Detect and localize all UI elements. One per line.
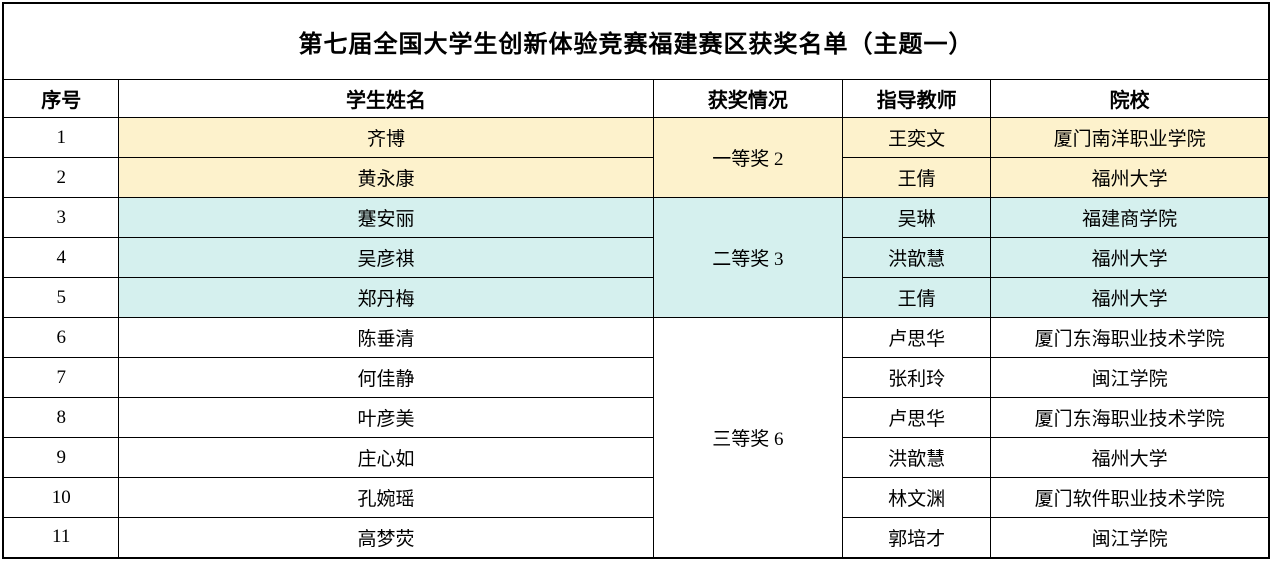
row-no: 1 — [2, 117, 120, 158]
student-name-cell: 何佳静 — [118, 357, 654, 398]
table-row: 10 孔婉瑶 林文渊 厦门软件职业技术学院 — [2, 477, 1270, 518]
column-header-teacher: 指导教师 — [842, 79, 992, 118]
table-row: 7 何佳静 张利玲 闽江学院 — [2, 357, 1270, 398]
table-row: 3 蹇安丽 二等奖 3 吴琳 福建商学院 — [2, 197, 1270, 318]
row-no: 9 — [2, 437, 120, 478]
column-header-school: 院校 — [990, 79, 1270, 118]
school-cell: 厦门南洋职业学院 — [990, 117, 1270, 158]
student-name-cell: 高梦荧 — [118, 517, 654, 558]
school-cell: 厦门东海职业技术学院 — [990, 317, 1270, 358]
table-row: 5 郑丹梅 王倩 福州大学 — [2, 277, 1270, 318]
student-name-cell: 蹇安丽 — [118, 197, 654, 238]
table-row: 11 高梦荧 郭培才 闽江学院 — [2, 517, 1270, 558]
column-header-no: 序号 — [2, 79, 120, 118]
school-cell: 福州大学 — [990, 437, 1270, 478]
school-cell: 福建商学院 — [990, 197, 1270, 238]
teacher-cell: 卢思华 — [842, 317, 992, 358]
table-row: 1 齐博 一等奖 2 王奕文 厦门南洋职业学院 — [2, 117, 1270, 198]
student-name-cell: 陈垂清 — [118, 317, 654, 358]
table-row: 8 叶彦美 卢思华 厦门东海职业技术学院 — [2, 397, 1270, 438]
page-title: 第七届全国大学生创新体验竞赛福建赛区获奖名单（主题一） — [2, 2, 1270, 80]
row-no: 5 — [2, 277, 120, 318]
row-no: 6 — [2, 317, 120, 358]
row-no: 7 — [2, 357, 120, 398]
teacher-cell: 王倩 — [842, 277, 992, 318]
row-no: 11 — [2, 517, 120, 558]
table-header-row: 序号 学生姓名 获奖情况 指导教师 院校 — [2, 79, 1270, 118]
student-name-cell: 吴彦祺 — [118, 237, 654, 278]
student-name-cell: 郑丹梅 — [118, 277, 654, 318]
teacher-cell: 林文渊 — [842, 477, 992, 518]
school-cell: 福州大学 — [990, 237, 1270, 278]
column-header-award: 获奖情况 — [652, 79, 844, 118]
teacher-cell: 吴琳 — [842, 197, 992, 238]
table-row: 6 陈垂清 三等奖 6 卢思华 厦门东海职业技术学院 — [2, 317, 1270, 558]
school-cell: 闽江学院 — [990, 357, 1270, 398]
teacher-cell: 王奕文 — [842, 117, 992, 158]
row-no: 4 — [2, 237, 120, 278]
teacher-cell: 洪歆慧 — [842, 437, 992, 478]
student-name-cell: 叶彦美 — [118, 397, 654, 438]
teacher-cell: 卢思华 — [842, 397, 992, 438]
table-row: 9 庄心如 洪歆慧 福州大学 — [2, 437, 1270, 478]
award-cell-second-prize: 二等奖 3 — [652, 197, 844, 318]
table-title-row: 第七届全国大学生创新体验竞赛福建赛区获奖名单（主题一） — [2, 2, 1270, 80]
table-row: 2 黄永康 王倩 福州大学 — [2, 157, 1270, 198]
student-name-cell: 孔婉瑶 — [118, 477, 654, 518]
school-cell: 厦门东海职业技术学院 — [990, 397, 1270, 438]
teacher-cell: 王倩 — [842, 157, 992, 198]
teacher-cell: 张利玲 — [842, 357, 992, 398]
row-no: 10 — [2, 477, 120, 518]
row-no: 8 — [2, 397, 120, 438]
award-cell-third-prize: 三等奖 6 — [652, 317, 844, 558]
column-header-name: 学生姓名 — [118, 79, 654, 118]
student-name-cell: 黄永康 — [118, 157, 654, 198]
school-cell: 福州大学 — [990, 277, 1270, 318]
teacher-cell: 郭培才 — [842, 517, 992, 558]
award-cell-first-prize: 一等奖 2 — [652, 117, 844, 198]
school-cell: 福州大学 — [990, 157, 1270, 198]
teacher-cell: 洪歆慧 — [842, 237, 992, 278]
student-name-cell: 庄心如 — [118, 437, 654, 478]
row-no: 3 — [2, 197, 120, 238]
table-row: 4 吴彦祺 洪歆慧 福州大学 — [2, 237, 1270, 278]
student-name-cell: 齐博 — [118, 117, 654, 158]
row-no: 2 — [2, 157, 120, 198]
school-cell: 闽江学院 — [990, 517, 1270, 558]
school-cell: 厦门软件职业技术学院 — [990, 477, 1270, 518]
